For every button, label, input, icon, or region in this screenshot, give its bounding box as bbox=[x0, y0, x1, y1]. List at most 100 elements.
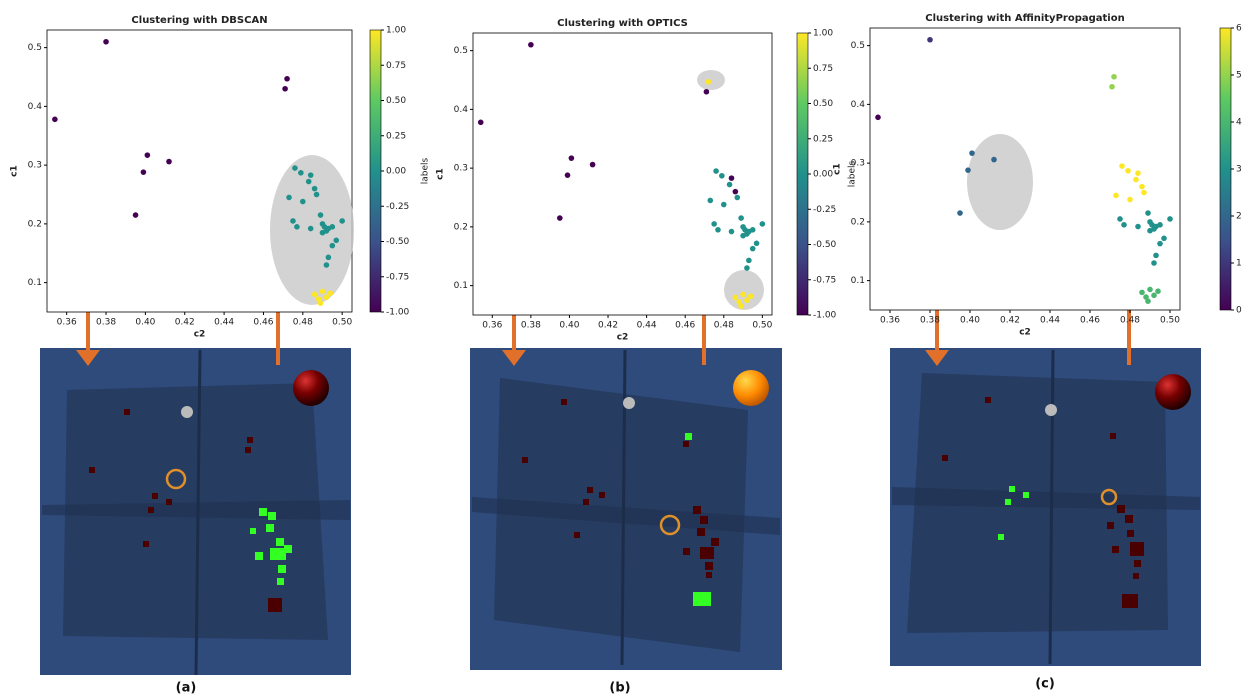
point bbox=[754, 241, 760, 247]
point bbox=[957, 210, 963, 216]
x-tick-label: 0.40 bbox=[960, 316, 980, 326]
x-tick-label: 0.38 bbox=[521, 321, 541, 331]
colorbar-tick-label: 0.50 bbox=[813, 99, 833, 109]
x-tick-label: 0.36 bbox=[880, 316, 900, 326]
point bbox=[1151, 260, 1157, 266]
x-tick-label: 0.36 bbox=[57, 318, 77, 328]
point bbox=[727, 182, 733, 188]
x-tick-label: 0.50 bbox=[332, 318, 352, 328]
point bbox=[1145, 210, 1151, 216]
point bbox=[1147, 228, 1153, 234]
point bbox=[294, 224, 300, 230]
x-tick-label: 0.38 bbox=[920, 316, 940, 326]
point bbox=[166, 159, 172, 165]
point bbox=[133, 212, 139, 218]
y-tick-label: 0.3 bbox=[851, 159, 865, 169]
colorbar-tick-label: -0.25 bbox=[813, 205, 836, 215]
y-tick-label: 0.2 bbox=[851, 217, 865, 227]
colorbar-tick-label: 0.00 bbox=[386, 167, 406, 177]
y-tick-label: 0.1 bbox=[454, 281, 468, 291]
point bbox=[740, 233, 746, 239]
colorbar bbox=[797, 33, 808, 315]
y-tick-label: 0.5 bbox=[28, 43, 42, 53]
x-tick-label: 0.38 bbox=[96, 318, 116, 328]
colorbar-tick-label: 1.00 bbox=[813, 29, 833, 39]
point bbox=[965, 167, 971, 173]
point bbox=[707, 198, 713, 204]
point bbox=[1113, 193, 1119, 199]
x-tick-label: 0.50 bbox=[1160, 316, 1180, 326]
y-tick-label: 0.3 bbox=[454, 164, 468, 174]
y-tick-label: 0.1 bbox=[851, 276, 865, 286]
y-tick-label: 0.4 bbox=[28, 102, 43, 112]
scene-b bbox=[470, 348, 782, 670]
colorbar-tick-label: -0.75 bbox=[813, 275, 836, 285]
x-tick-label: 0.42 bbox=[598, 321, 618, 331]
point bbox=[1133, 177, 1139, 183]
point bbox=[1147, 287, 1153, 293]
point bbox=[729, 229, 735, 235]
point bbox=[141, 169, 147, 175]
colorbar-tick-label: 4 bbox=[1236, 118, 1242, 128]
y-axis-label: c1 bbox=[436, 168, 446, 180]
point bbox=[1121, 222, 1127, 228]
point bbox=[103, 39, 109, 45]
colorbar-tick-label: 6 bbox=[1236, 24, 1242, 34]
caption: (c) bbox=[1035, 677, 1055, 692]
point bbox=[734, 195, 740, 201]
colorbar bbox=[1220, 28, 1231, 310]
colorbar-tick-label: 3 bbox=[1236, 165, 1242, 175]
point bbox=[760, 221, 766, 227]
point bbox=[1167, 216, 1173, 222]
point bbox=[320, 230, 326, 236]
point bbox=[927, 37, 933, 43]
point bbox=[969, 150, 975, 156]
point bbox=[721, 202, 727, 208]
colorbar-tick-label: 2 bbox=[1236, 212, 1242, 222]
point bbox=[1157, 222, 1163, 228]
x-tick-label: 0.42 bbox=[175, 318, 195, 328]
y-tick-label: 0.2 bbox=[454, 222, 468, 232]
y-tick-label: 0.5 bbox=[851, 41, 865, 51]
point bbox=[298, 170, 304, 176]
colorbar-tick-label: 1 bbox=[1236, 259, 1242, 269]
x-tick-label: 0.44 bbox=[637, 321, 657, 331]
point bbox=[704, 89, 710, 95]
colorbar-label: labels bbox=[421, 157, 431, 184]
point bbox=[292, 165, 298, 171]
x-tick-label: 0.46 bbox=[1080, 316, 1100, 326]
point bbox=[729, 175, 735, 181]
point bbox=[300, 199, 306, 205]
chart-title: Clustering with DBSCAN bbox=[131, 15, 267, 26]
highlight bbox=[697, 70, 725, 90]
colorbar-tick-label: 0.25 bbox=[386, 131, 406, 141]
colorbar-tick-label: 0.75 bbox=[386, 61, 406, 71]
colorbar-tick-label: 1.00 bbox=[386, 26, 406, 36]
point bbox=[326, 255, 332, 261]
point bbox=[733, 189, 739, 195]
colorbar-tick-label: -0.75 bbox=[386, 272, 409, 282]
point bbox=[750, 227, 756, 233]
point bbox=[1127, 197, 1133, 203]
point bbox=[746, 258, 752, 264]
point bbox=[1135, 170, 1141, 176]
x-axis-label: c2 bbox=[617, 333, 629, 343]
point bbox=[1117, 216, 1123, 222]
point bbox=[306, 179, 312, 185]
point bbox=[308, 226, 314, 232]
x-tick-label: 0.44 bbox=[1040, 316, 1060, 326]
point bbox=[145, 152, 151, 158]
point bbox=[1135, 224, 1141, 230]
point bbox=[314, 192, 320, 198]
point bbox=[308, 172, 314, 178]
point bbox=[565, 172, 571, 178]
x-tick-label: 0.40 bbox=[135, 318, 155, 328]
y-tick-label: 0.5 bbox=[454, 46, 468, 56]
point bbox=[528, 42, 534, 48]
x-axis-label: c2 bbox=[1019, 328, 1031, 338]
y-tick-label: 0.4 bbox=[454, 105, 469, 115]
x-tick-label: 0.48 bbox=[1120, 316, 1140, 326]
x-tick-label: 0.44 bbox=[214, 318, 234, 328]
point bbox=[52, 117, 58, 123]
